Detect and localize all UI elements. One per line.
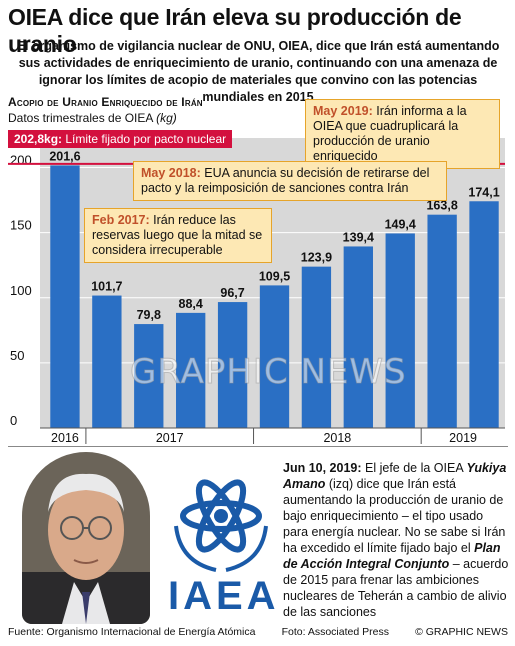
callout-may-2019: May 2019: Irán informa a la OIEA que cua… <box>305 99 500 169</box>
y-tick-label: 150 <box>10 218 32 233</box>
story-text: Jun 10, 2019: El jefe de la OIEA Yukiya … <box>283 461 509 619</box>
standfirst: El organismo de vigilancia nuclear de ON… <box>16 39 500 104</box>
iaea-emblem-icon <box>166 466 276 581</box>
callout-may-2018: May 2018: EUA anuncia su decisión de ret… <box>133 161 447 201</box>
bar-value-label: 174,1 <box>468 185 499 199</box>
bar <box>469 201 499 428</box>
headline: OIEA dice que Irán eleva su producción d… <box>8 4 462 57</box>
bar-value-label: 109,5 <box>259 269 290 283</box>
bar-value-label: 101,7 <box>91 280 122 294</box>
photo-credit: Foto: Associated Press <box>281 626 389 638</box>
bar <box>50 165 80 428</box>
bar <box>301 266 332 428</box>
bar <box>343 246 373 428</box>
chart-unit: (kg) <box>156 111 177 125</box>
y-tick-label: 0 <box>10 413 17 428</box>
bar-value-label: 88,4 <box>179 297 203 311</box>
bar-value-label: 139,4 <box>343 230 374 244</box>
bar <box>92 295 122 428</box>
x-tick-label: 2018 <box>323 431 351 445</box>
copyright: © GRAPHIC NEWS <box>415 626 508 638</box>
bar <box>427 214 457 428</box>
limit-text: Límite fijado por pacto nuclear <box>65 132 227 146</box>
bar-value-label: 123,9 <box>301 251 332 265</box>
x-tick-label: 2017 <box>156 431 184 445</box>
limit-value: 202,8kg: <box>14 132 63 146</box>
bar <box>176 312 206 428</box>
bar-value-label: 79,8 <box>137 308 161 322</box>
footer: Fuente: Organismo Internacional de Energ… <box>8 626 508 638</box>
source-credit: Fuente: Organismo Internacional de Energ… <box>8 626 256 638</box>
bar-value-label: 163,8 <box>426 199 457 213</box>
x-tick-label: 2019 <box>449 431 477 445</box>
iaea-logo-text: IAEA <box>168 574 280 618</box>
y-tick-label: 100 <box>10 283 32 298</box>
divider <box>8 446 508 447</box>
callout-feb-2017: Feb 2017: Irán reduce las reservas luego… <box>84 208 272 263</box>
x-tick-label: 2016 <box>51 431 79 445</box>
chart-subtitle: Datos trimestrales de OIEA (kg) <box>8 111 177 125</box>
bar <box>259 285 290 428</box>
chart-title: Acopio de Uranio Enriquecido de Irán <box>8 95 203 109</box>
watermark: GRAPHIC NEWS <box>130 352 407 393</box>
bar-value-label: 149,4 <box>385 217 416 231</box>
bar <box>217 302 248 428</box>
bar <box>134 324 164 428</box>
bar-value-label: 96,7 <box>220 286 244 300</box>
yukiya-amano-photo <box>22 452 150 624</box>
limit-label: 202,8kg: Límite fijado por pacto nuclear <box>8 130 233 148</box>
bar-value-label: 201,6 <box>49 149 80 163</box>
bar <box>385 233 415 428</box>
y-tick-label: 50 <box>10 348 24 363</box>
y-tick-label: 200 <box>10 153 32 168</box>
